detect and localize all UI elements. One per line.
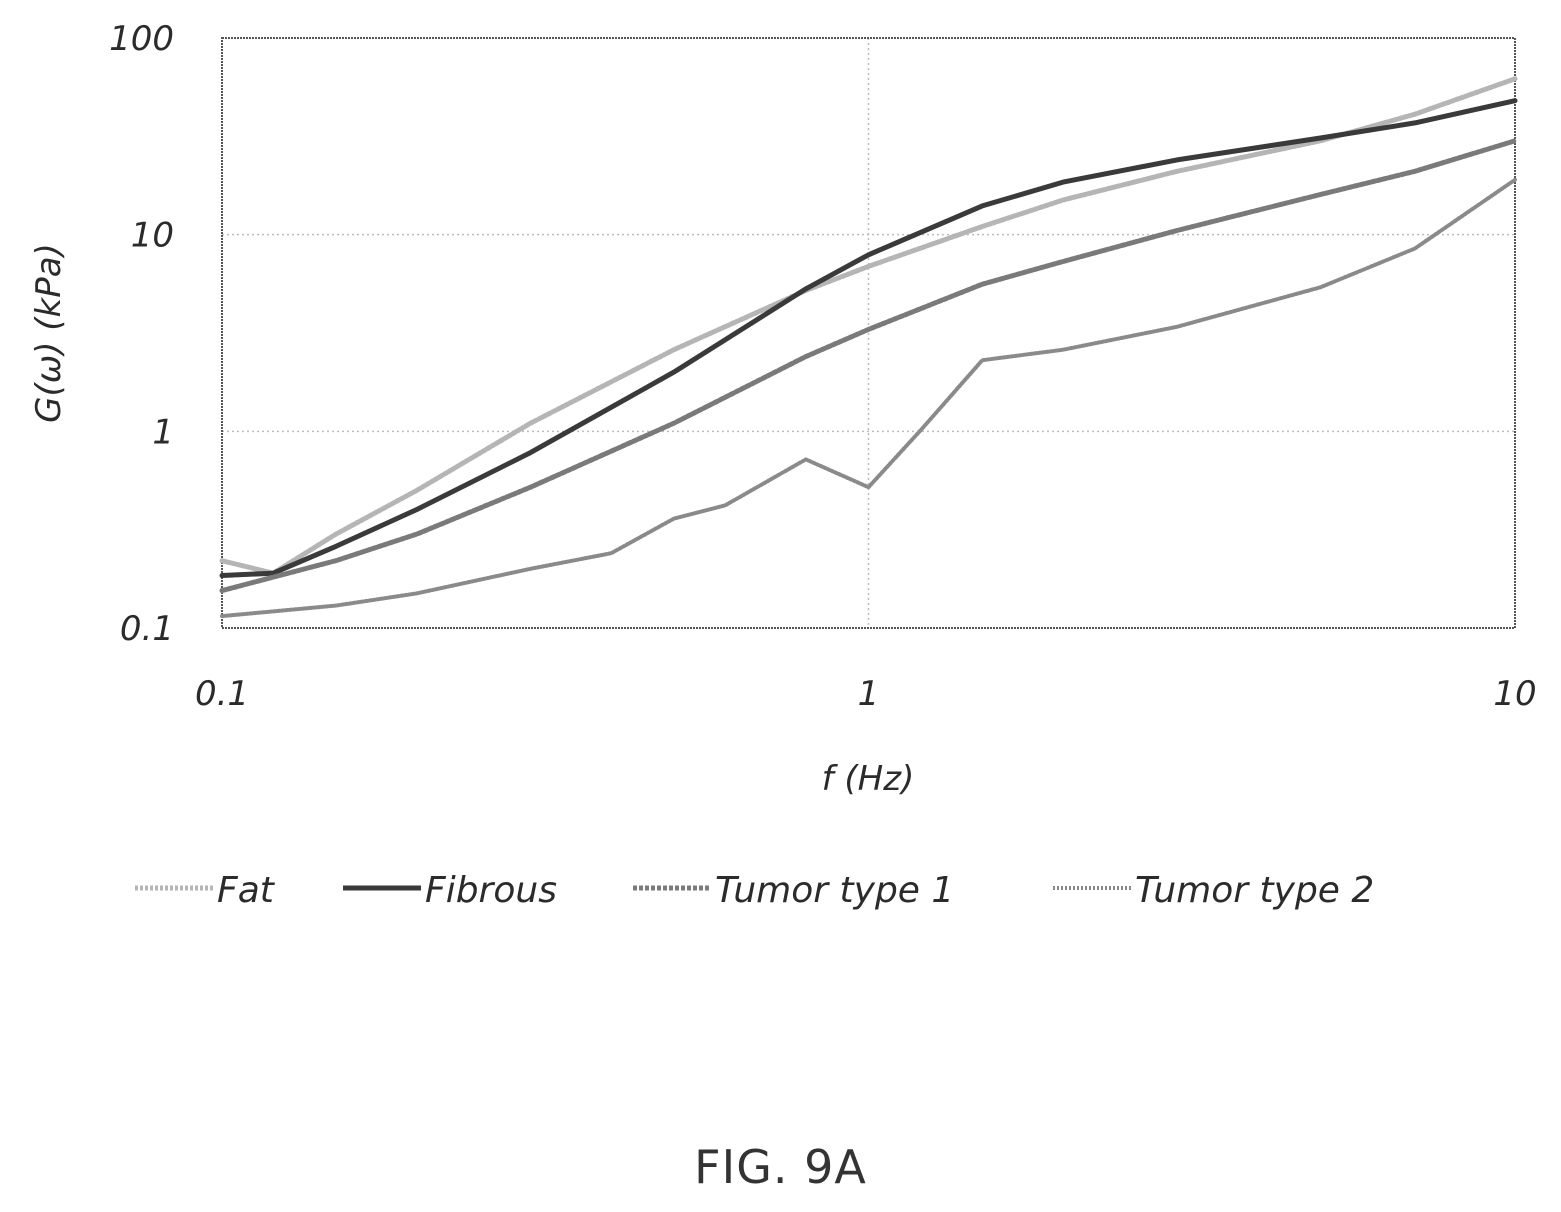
series-line-fibrous [219,98,1518,578]
x-tick-label: 10 [1493,674,1536,714]
legend: Fat Fibrous Tumor type 1 Tumor type 2 [135,870,1374,911]
legend-label: Tumor type 2 [1135,870,1374,911]
x-axis-title: f (Hz) [822,759,915,799]
y-tick-label: 0.1 [120,609,174,649]
series-line-tumor-type-1 [219,138,1518,594]
plot-frame [221,37,1516,629]
y-axis-title: G(ω) (kPa) [29,243,69,423]
legend-label: Tumor type 1 [715,870,954,911]
figure-label: FIG. 9A [694,1140,867,1194]
x-tick-labels: 0.1 1 10 [195,674,1537,714]
series-line-tumor-type-2 [220,177,1517,619]
x-tick-label: 1 [858,674,880,714]
y-tick-label: 100 [109,19,174,59]
legend-label: Fibrous [425,870,557,911]
series-lines [219,76,1518,619]
x-tick-label: 0.1 [195,674,249,714]
legend-label: Fat [217,870,276,911]
y-tick-label: 10 [131,216,174,256]
series-line-fat [219,76,1518,576]
y-tick-labels: 100 10 1 0.1 [109,19,174,649]
grid-lines [222,38,1515,628]
y-tick-label: 1 [152,412,174,452]
